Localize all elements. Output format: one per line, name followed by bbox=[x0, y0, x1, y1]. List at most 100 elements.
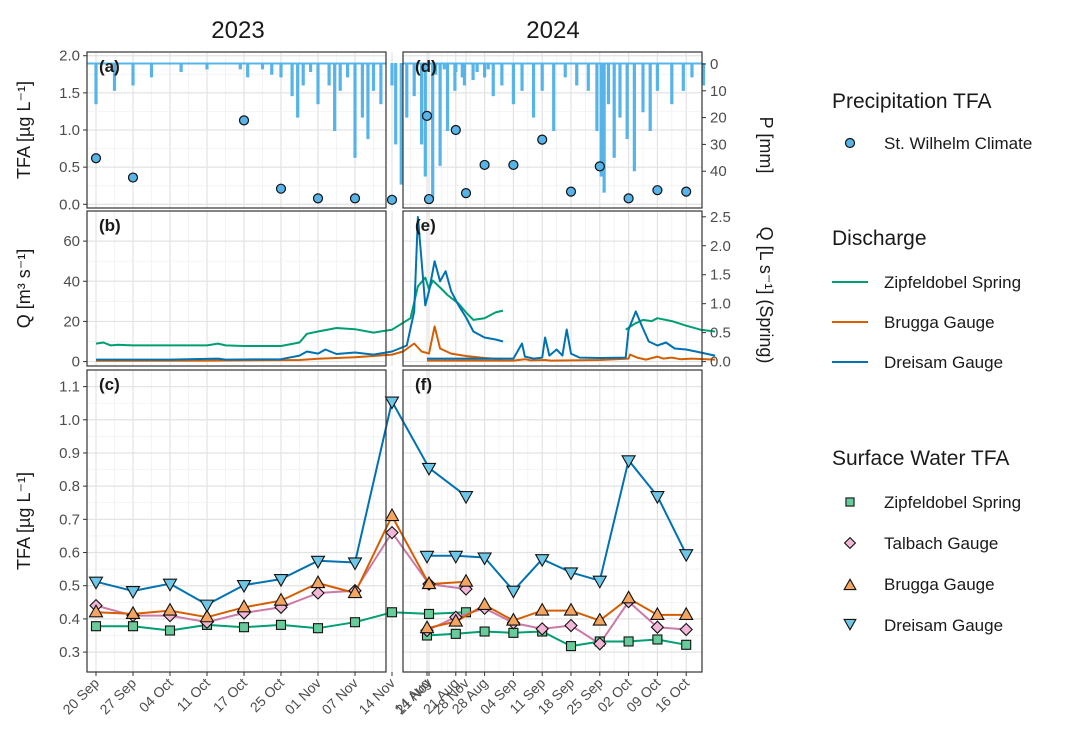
precip-tfa-point bbox=[479, 159, 490, 171]
dreisam-gauge-tfa-point bbox=[477, 552, 493, 566]
panel-b-border bbox=[86, 210, 387, 367]
precip-tfa-point bbox=[90, 153, 102, 164]
precip-tick-label: 30 bbox=[710, 136, 727, 153]
precip-tfa-point bbox=[312, 193, 324, 204]
zipfeldobel-spring-tfa-point bbox=[508, 627, 519, 638]
panel-c-border bbox=[86, 369, 387, 673]
precip-bar bbox=[445, 63, 450, 131]
brugga-gauge-tfa-point bbox=[649, 606, 665, 620]
precip-bar bbox=[420, 63, 424, 145]
precip-bar bbox=[462, 63, 467, 86]
precip-tfa-point bbox=[623, 193, 634, 204]
brugga-gauge-tfa-point bbox=[421, 575, 437, 590]
precip-bar bbox=[260, 63, 265, 70]
precip-tfa-point bbox=[508, 159, 519, 171]
precip-bar bbox=[670, 63, 674, 105]
precip-tick-label: 20 bbox=[710, 110, 727, 127]
dreisam-gauge-tfa-point bbox=[273, 574, 289, 588]
precip-bar bbox=[399, 63, 403, 185]
dreisam-gauge-tfa-point bbox=[199, 599, 215, 613]
precip-bar bbox=[301, 63, 305, 86]
precip-bar bbox=[511, 63, 515, 105]
legend-surface-label: Dreisam Gauge bbox=[884, 616, 1003, 635]
spring-discharge-line bbox=[625, 317, 716, 333]
brugga-gauge-tfa-point bbox=[678, 606, 694, 620]
brugga-gauge-tfa-point bbox=[505, 612, 521, 626]
legend-surface-label: Talbach Gauge bbox=[884, 534, 998, 553]
precip-bar bbox=[131, 63, 135, 86]
x-tick-label-2023: 17 Oct bbox=[210, 675, 251, 716]
precip-bar bbox=[454, 63, 458, 73]
brugga-gauge-tfa-point bbox=[448, 613, 464, 627]
brugga-gauge-tfa-point bbox=[621, 590, 637, 604]
brugga-gauge-tfa-point bbox=[563, 602, 579, 616]
dreisam-discharge-line bbox=[96, 216, 504, 361]
legend-surface-marker bbox=[843, 536, 857, 550]
precip-bar bbox=[438, 63, 442, 166]
precip-bar bbox=[309, 63, 313, 73]
dreisam-gauge-tfa-point bbox=[125, 585, 141, 600]
zipfeldobel-spring-tfa-point bbox=[652, 634, 663, 645]
y2-axis-title-spring: Q [L s⁻¹] (Spring) bbox=[756, 227, 776, 364]
legend-title-precip: Precipitation TFA bbox=[832, 90, 992, 113]
y-tick-label: 0.6 bbox=[59, 545, 80, 562]
zipfeldobel-spring-tfa-point bbox=[275, 619, 287, 630]
precip-bar bbox=[575, 63, 579, 86]
precip-bar bbox=[238, 63, 242, 70]
precip-bar bbox=[701, 63, 706, 86]
zipfeldobel-spring-tfa-point bbox=[238, 622, 250, 633]
brugga-gauge-tfa-point bbox=[592, 612, 608, 626]
y-tick-label: 0.5 bbox=[59, 578, 80, 595]
panel-e-border bbox=[402, 210, 703, 367]
dreisam-gauge-tfa-point bbox=[347, 557, 363, 571]
precip-bar bbox=[112, 63, 117, 91]
dreisam-gauge-tfa-point bbox=[421, 462, 437, 477]
brugga-gauge-tfa-point bbox=[125, 605, 141, 619]
y-tick-label: 0.9 bbox=[59, 445, 80, 462]
precip-bar bbox=[491, 63, 495, 97]
precip-bar bbox=[246, 63, 250, 78]
zipfeldobel-spring-tfa-point bbox=[312, 623, 324, 634]
precip-tfa-point bbox=[349, 193, 361, 204]
precip-bar bbox=[520, 63, 524, 91]
precip-tfa-point bbox=[460, 188, 472, 199]
dreisam-gauge-tfa-point bbox=[448, 550, 464, 564]
brugga-gauge-tfa-point bbox=[236, 599, 252, 613]
brugga-gauge-tfa-point bbox=[199, 609, 215, 623]
precip-bar bbox=[296, 63, 300, 118]
x-tick-label-2023: 07 Nov bbox=[318, 675, 361, 718]
brugga-gauge-tfa-point bbox=[162, 602, 178, 616]
spring-q-tick-label: 2.0 bbox=[710, 238, 731, 255]
brugga-gauge-tfa-point bbox=[347, 584, 363, 599]
zipfeldobel-spring-tfa-point bbox=[565, 641, 577, 652]
y-tick-label: 0.5 bbox=[59, 159, 80, 176]
dreisam-gauge-tfa-point bbox=[458, 491, 474, 505]
y-tick-label: 0.3 bbox=[59, 644, 80, 661]
legend-discharge-label: Zipfeldobel Spring bbox=[884, 273, 1021, 292]
precip-tfa-point bbox=[127, 172, 139, 183]
talbach-gauge-tfa-point bbox=[385, 525, 399, 540]
dreisam-gauge-tfa-point bbox=[310, 555, 326, 569]
brugga-gauge-tfa-point bbox=[534, 602, 550, 616]
precip-bar bbox=[394, 63, 398, 145]
precip-bar bbox=[279, 63, 283, 78]
panel-d-border bbox=[402, 51, 703, 209]
precip-bar bbox=[475, 63, 479, 73]
y-tick-label: 2.0 bbox=[59, 48, 80, 65]
talbach-gauge-tfa-point bbox=[593, 637, 607, 651]
panel-label-f: (f) bbox=[415, 375, 432, 394]
precip-bar bbox=[690, 63, 694, 78]
precip-bar bbox=[442, 63, 446, 70]
panel-label-a: (a) bbox=[99, 57, 120, 76]
dreisam-gauge-tfa-point bbox=[236, 580, 252, 594]
legend-discharge-label: Brugga Gauge bbox=[884, 313, 995, 332]
y-tick-label: 1.5 bbox=[59, 85, 80, 102]
precip-bar bbox=[632, 63, 636, 172]
precip-tfa-point bbox=[238, 115, 250, 126]
y-tick-label: 0.8 bbox=[59, 478, 80, 495]
x-tick-label-2023: 25 Oct bbox=[247, 675, 288, 716]
brugga-gauge-tfa-point bbox=[273, 592, 289, 606]
x-tick-label-2023: 04 Oct bbox=[136, 675, 177, 716]
precip-bar bbox=[648, 63, 652, 131]
brugga-gauge-tfa-point bbox=[88, 604, 104, 618]
